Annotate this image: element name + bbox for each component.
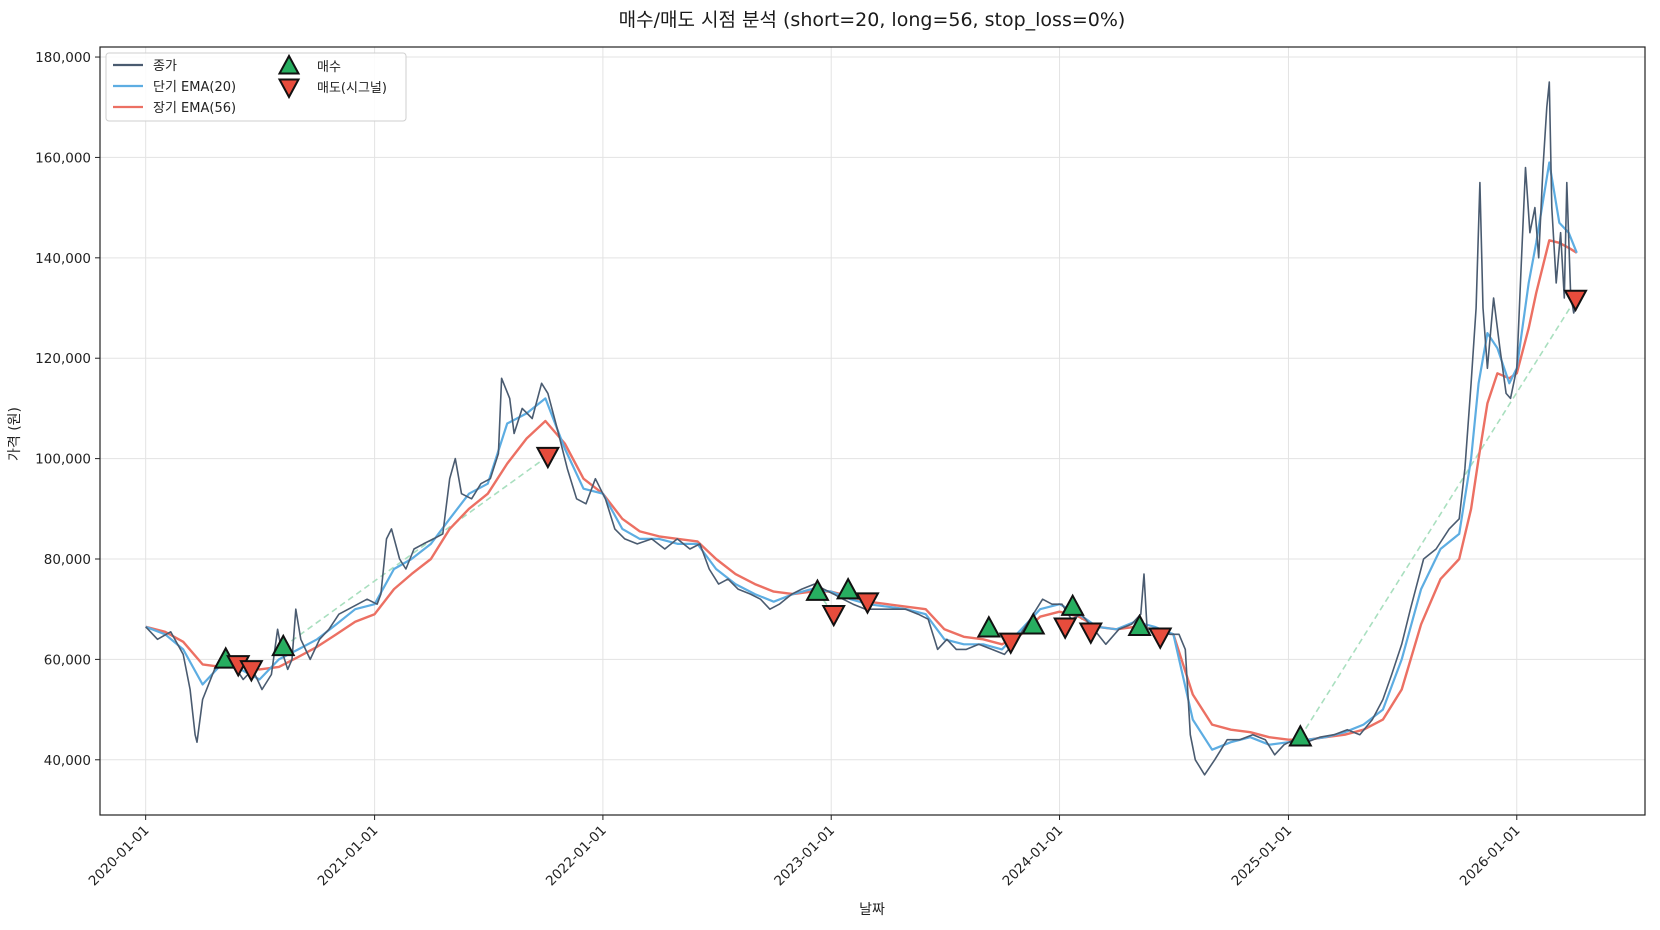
- x-tick-label: 2022-01-01: [543, 823, 610, 890]
- legend-label: 매수: [317, 60, 341, 75]
- x-tick-label: 2024-01-01: [1000, 823, 1067, 890]
- sell-marker: [998, 632, 1023, 655]
- buy-marker: [1127, 613, 1152, 637]
- legend-label: 단기 EMA(20): [153, 80, 236, 95]
- legend-swatch-sell: [277, 78, 301, 100]
- buy-marker: [271, 633, 296, 657]
- y-axis-label: 가격 (원): [7, 407, 23, 461]
- trade-lines: [225, 298, 1577, 738]
- y-tick-label: 160,000: [35, 150, 91, 166]
- x-tick-label: 2025-01-01: [1228, 823, 1295, 890]
- sell-marker: [1148, 627, 1173, 650]
- plot-frame: [99, 46, 1646, 816]
- y-tick-label: 40,000: [44, 753, 91, 769]
- series-ema_short: [145, 161, 1578, 751]
- buy-marker: [805, 578, 830, 601]
- sell-marker: [1078, 622, 1103, 645]
- sell-marker: [855, 592, 880, 615]
- series-ema_long: [145, 239, 1578, 741]
- sell-marker: [239, 660, 264, 683]
- sell-marker: [1563, 289, 1588, 313]
- y-tick-label: 60,000: [44, 652, 91, 668]
- y-tick-label: 180,000: [35, 50, 91, 66]
- buy-marker: [1021, 612, 1046, 635]
- y-tick-label: 120,000: [35, 351, 91, 367]
- buy-marker: [1060, 593, 1085, 616]
- legend-label: 종가: [153, 59, 177, 74]
- buy-marker: [835, 577, 861, 600]
- grid: [100, 47, 1645, 815]
- sell-marker: [535, 446, 560, 470]
- sell-marker: [821, 604, 846, 628]
- sell-marker: [1053, 617, 1078, 640]
- y-tick-label: 80,000: [44, 552, 91, 568]
- y-tick-label: 140,000: [35, 251, 91, 267]
- series-close: [145, 81, 1578, 776]
- chart-title: 매수/매도 시점 분석 (short=20, long=56, stop_los…: [619, 9, 1126, 31]
- trade-connector: [282, 455, 549, 648]
- x-tick-label: 2020-01-01: [86, 823, 153, 890]
- buy-marker: [1288, 724, 1313, 747]
- x-axis-label: 날짜: [859, 902, 885, 918]
- legend-label: 장기 EMA(56): [153, 101, 236, 116]
- legend-label: 매도(시그널): [317, 81, 387, 96]
- y-axis: 40,000 60,000 80,000 100,000 120,000 140,000 1…: [35, 50, 100, 769]
- legend-box: [105, 52, 407, 122]
- x-tick-label: 2026-01-01: [1457, 823, 1524, 890]
- x-tick-label: 2021-01-01: [315, 823, 382, 890]
- series-lines: [145, 81, 1578, 776]
- x-axis: 2020-01-01 2021-01-01 2022-01-01 2023-01-01…: [86, 815, 1524, 889]
- buy-marker: [976, 615, 1001, 638]
- y-tick-label: 100,000: [35, 452, 91, 468]
- x-tick-label: 2023-01-01: [771, 823, 838, 890]
- trade-connector: [1299, 298, 1577, 738]
- trade-markers: [213, 289, 1588, 747]
- legend-swatch-buy: [277, 53, 301, 75]
